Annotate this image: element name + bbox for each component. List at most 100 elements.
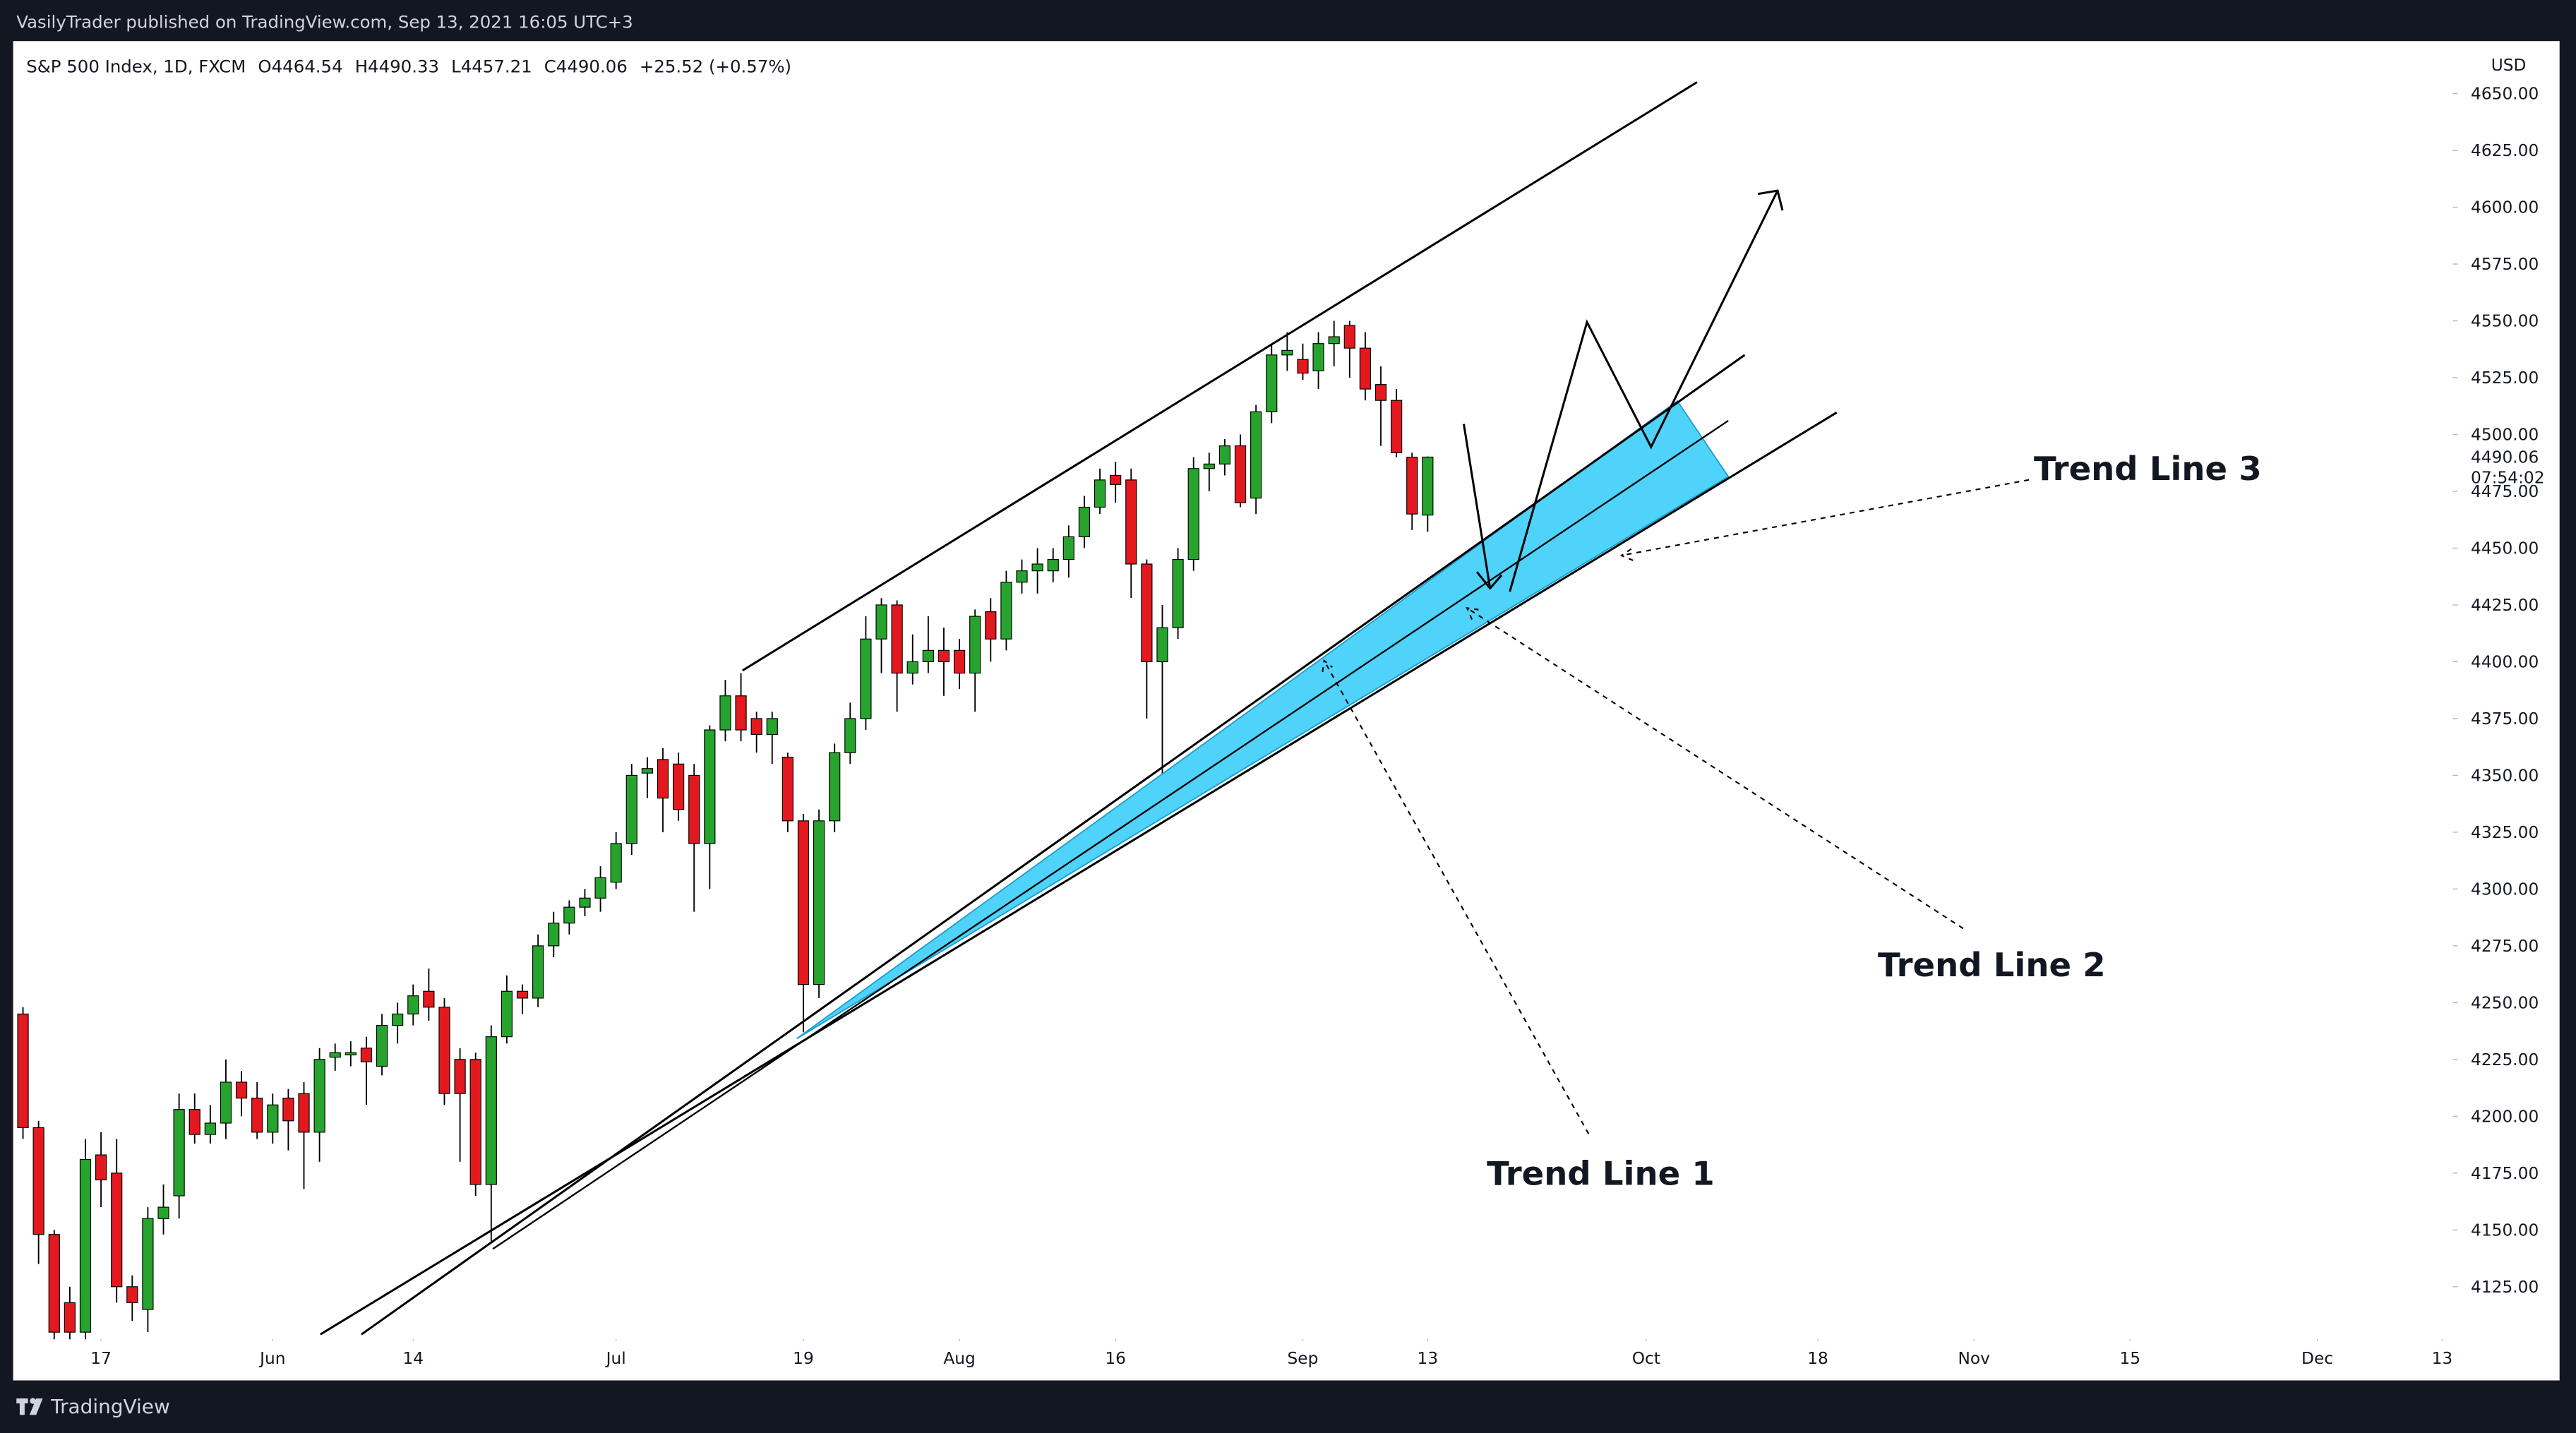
footer-brand: TradingView: [50, 1395, 170, 1418]
candle-body: [64, 1302, 76, 1333]
candle-body: [142, 1218, 154, 1310]
candle-body: [516, 990, 529, 999]
y-tick-label: 4225.00: [2471, 1050, 2539, 1069]
publisher-line: VasilyTrader published on TradingView.co…: [16, 12, 633, 32]
logo-mark: [19, 1398, 25, 1415]
last-price-label: 4490.06: [2471, 448, 2539, 467]
candle-body: [1172, 558, 1184, 628]
candle-body: [32, 1127, 44, 1235]
currency-label: USD: [2491, 56, 2527, 75]
footer-logo: TradingView: [16, 1395, 170, 1418]
x-tick-label: Jun: [258, 1349, 285, 1368]
channel-top-line: [742, 81, 1698, 672]
candle-body: [844, 718, 856, 753]
candle-body: [1031, 563, 1043, 572]
candle-body: [969, 616, 981, 674]
x-tick-label: 16: [1105, 1349, 1126, 1368]
y-tick-label: 4400.00: [2471, 653, 2539, 672]
candle-body: [1016, 570, 1028, 583]
candles: [17, 320, 1434, 1340]
price-axis: 4125.00 4150.00 4175.00 4200.00 4225.00 4250.…: [2452, 85, 2555, 1297]
y-tick-label: 4125.00: [2471, 1278, 2539, 1297]
candle-body: [1218, 445, 1231, 464]
candle-body: [360, 1048, 373, 1062]
legend-high: H4490.33: [355, 56, 439, 76]
candle-body: [766, 718, 778, 736]
x-tick-label: 19: [793, 1349, 814, 1368]
x-tick-label: Sep: [1288, 1349, 1319, 1368]
candle-body: [688, 774, 700, 844]
projection-arrow: [1509, 189, 1784, 592]
candle-body: [953, 649, 966, 674]
legend-low: L4457.21: [451, 56, 532, 76]
candle-body: [345, 1052, 357, 1055]
x-tick-label: 13: [2432, 1349, 2453, 1368]
candle-body: [235, 1081, 248, 1099]
candle-body: [282, 1097, 294, 1122]
candle-body: [1094, 479, 1106, 508]
x-tick-label: 13: [1418, 1349, 1439, 1368]
candle-body: [1359, 347, 1372, 390]
candle-body: [735, 695, 747, 731]
candle-body: [376, 1024, 388, 1067]
pointer-lines: [1322, 479, 2030, 1134]
candle-body: [813, 820, 825, 985]
x-tick-label: 14: [402, 1349, 424, 1368]
candle-body: [875, 604, 887, 640]
x-tick-label: Aug: [943, 1349, 975, 1368]
candle-body: [579, 897, 591, 908]
candle-body: [1406, 457, 1418, 515]
candle-body: [548, 923, 560, 947]
pointer-line: [1466, 607, 1964, 930]
candle-body: [797, 820, 810, 985]
annotation: Trend Line 3: [2034, 450, 2262, 488]
y-tick-label: 4575.00: [2471, 255, 2539, 274]
candle-body: [329, 1052, 341, 1058]
countdown-label: 07:54:02: [2471, 469, 2544, 488]
candle-body: [1297, 359, 1309, 374]
last-price-box: [2456, 442, 2555, 486]
candle-body: [906, 661, 918, 674]
candle-body: [1156, 627, 1168, 663]
y-tick-label: 4175.00: [2471, 1164, 2539, 1183]
y-tick-label: 4200.00: [2471, 1107, 2539, 1126]
y-tick-label: 4325.00: [2471, 823, 2539, 842]
y-tick-label: 4250.00: [2471, 993, 2539, 1012]
time-axis: 17 Jun 14 Jul 19 Aug 16 Sep 13 Oct 18 Nov 15 Dec 13: [90, 1339, 2453, 1368]
y-tick-label: 4650.00: [2471, 85, 2539, 104]
y-tick-label: 4600.00: [2471, 198, 2539, 217]
legend-open: O4464.54: [258, 56, 342, 76]
x-tick-label: 18: [1807, 1349, 1828, 1368]
candle-body: [251, 1097, 263, 1133]
candle-body: [157, 1206, 169, 1219]
candle-body: [781, 757, 793, 822]
candle-body: [532, 945, 544, 999]
logo-mark: [29, 1398, 43, 1415]
candle-body: [922, 649, 934, 663]
candle-body: [1125, 479, 1137, 565]
candle-body: [1110, 474, 1122, 485]
y-tick-label: 4350.00: [2471, 767, 2539, 786]
trend-line: [320, 412, 1838, 1336]
x-tick-label: 15: [2119, 1349, 2140, 1368]
candle-body: [173, 1109, 185, 1197]
candle-body: [126, 1286, 138, 1303]
candle-body: [111, 1173, 123, 1288]
y-tick-label: 4300.00: [2471, 880, 2539, 899]
x-tick-label: Jul: [605, 1349, 626, 1368]
trend-fill: [796, 400, 1730, 1040]
candle-body: [79, 1158, 92, 1333]
candle-body: [438, 1007, 450, 1094]
candle-body: [392, 1013, 404, 1026]
candle-body: [204, 1122, 216, 1135]
candle-body: [610, 843, 622, 883]
candle-body: [719, 695, 731, 731]
candle-body: [1391, 400, 1403, 453]
candle-body: [673, 763, 685, 810]
candle-body: [1141, 563, 1153, 663]
symbol-title: S&P 500 Index, 1D, FXCM: [26, 56, 246, 76]
candle-body: [1328, 336, 1340, 344]
candle-body: [501, 990, 513, 1038]
